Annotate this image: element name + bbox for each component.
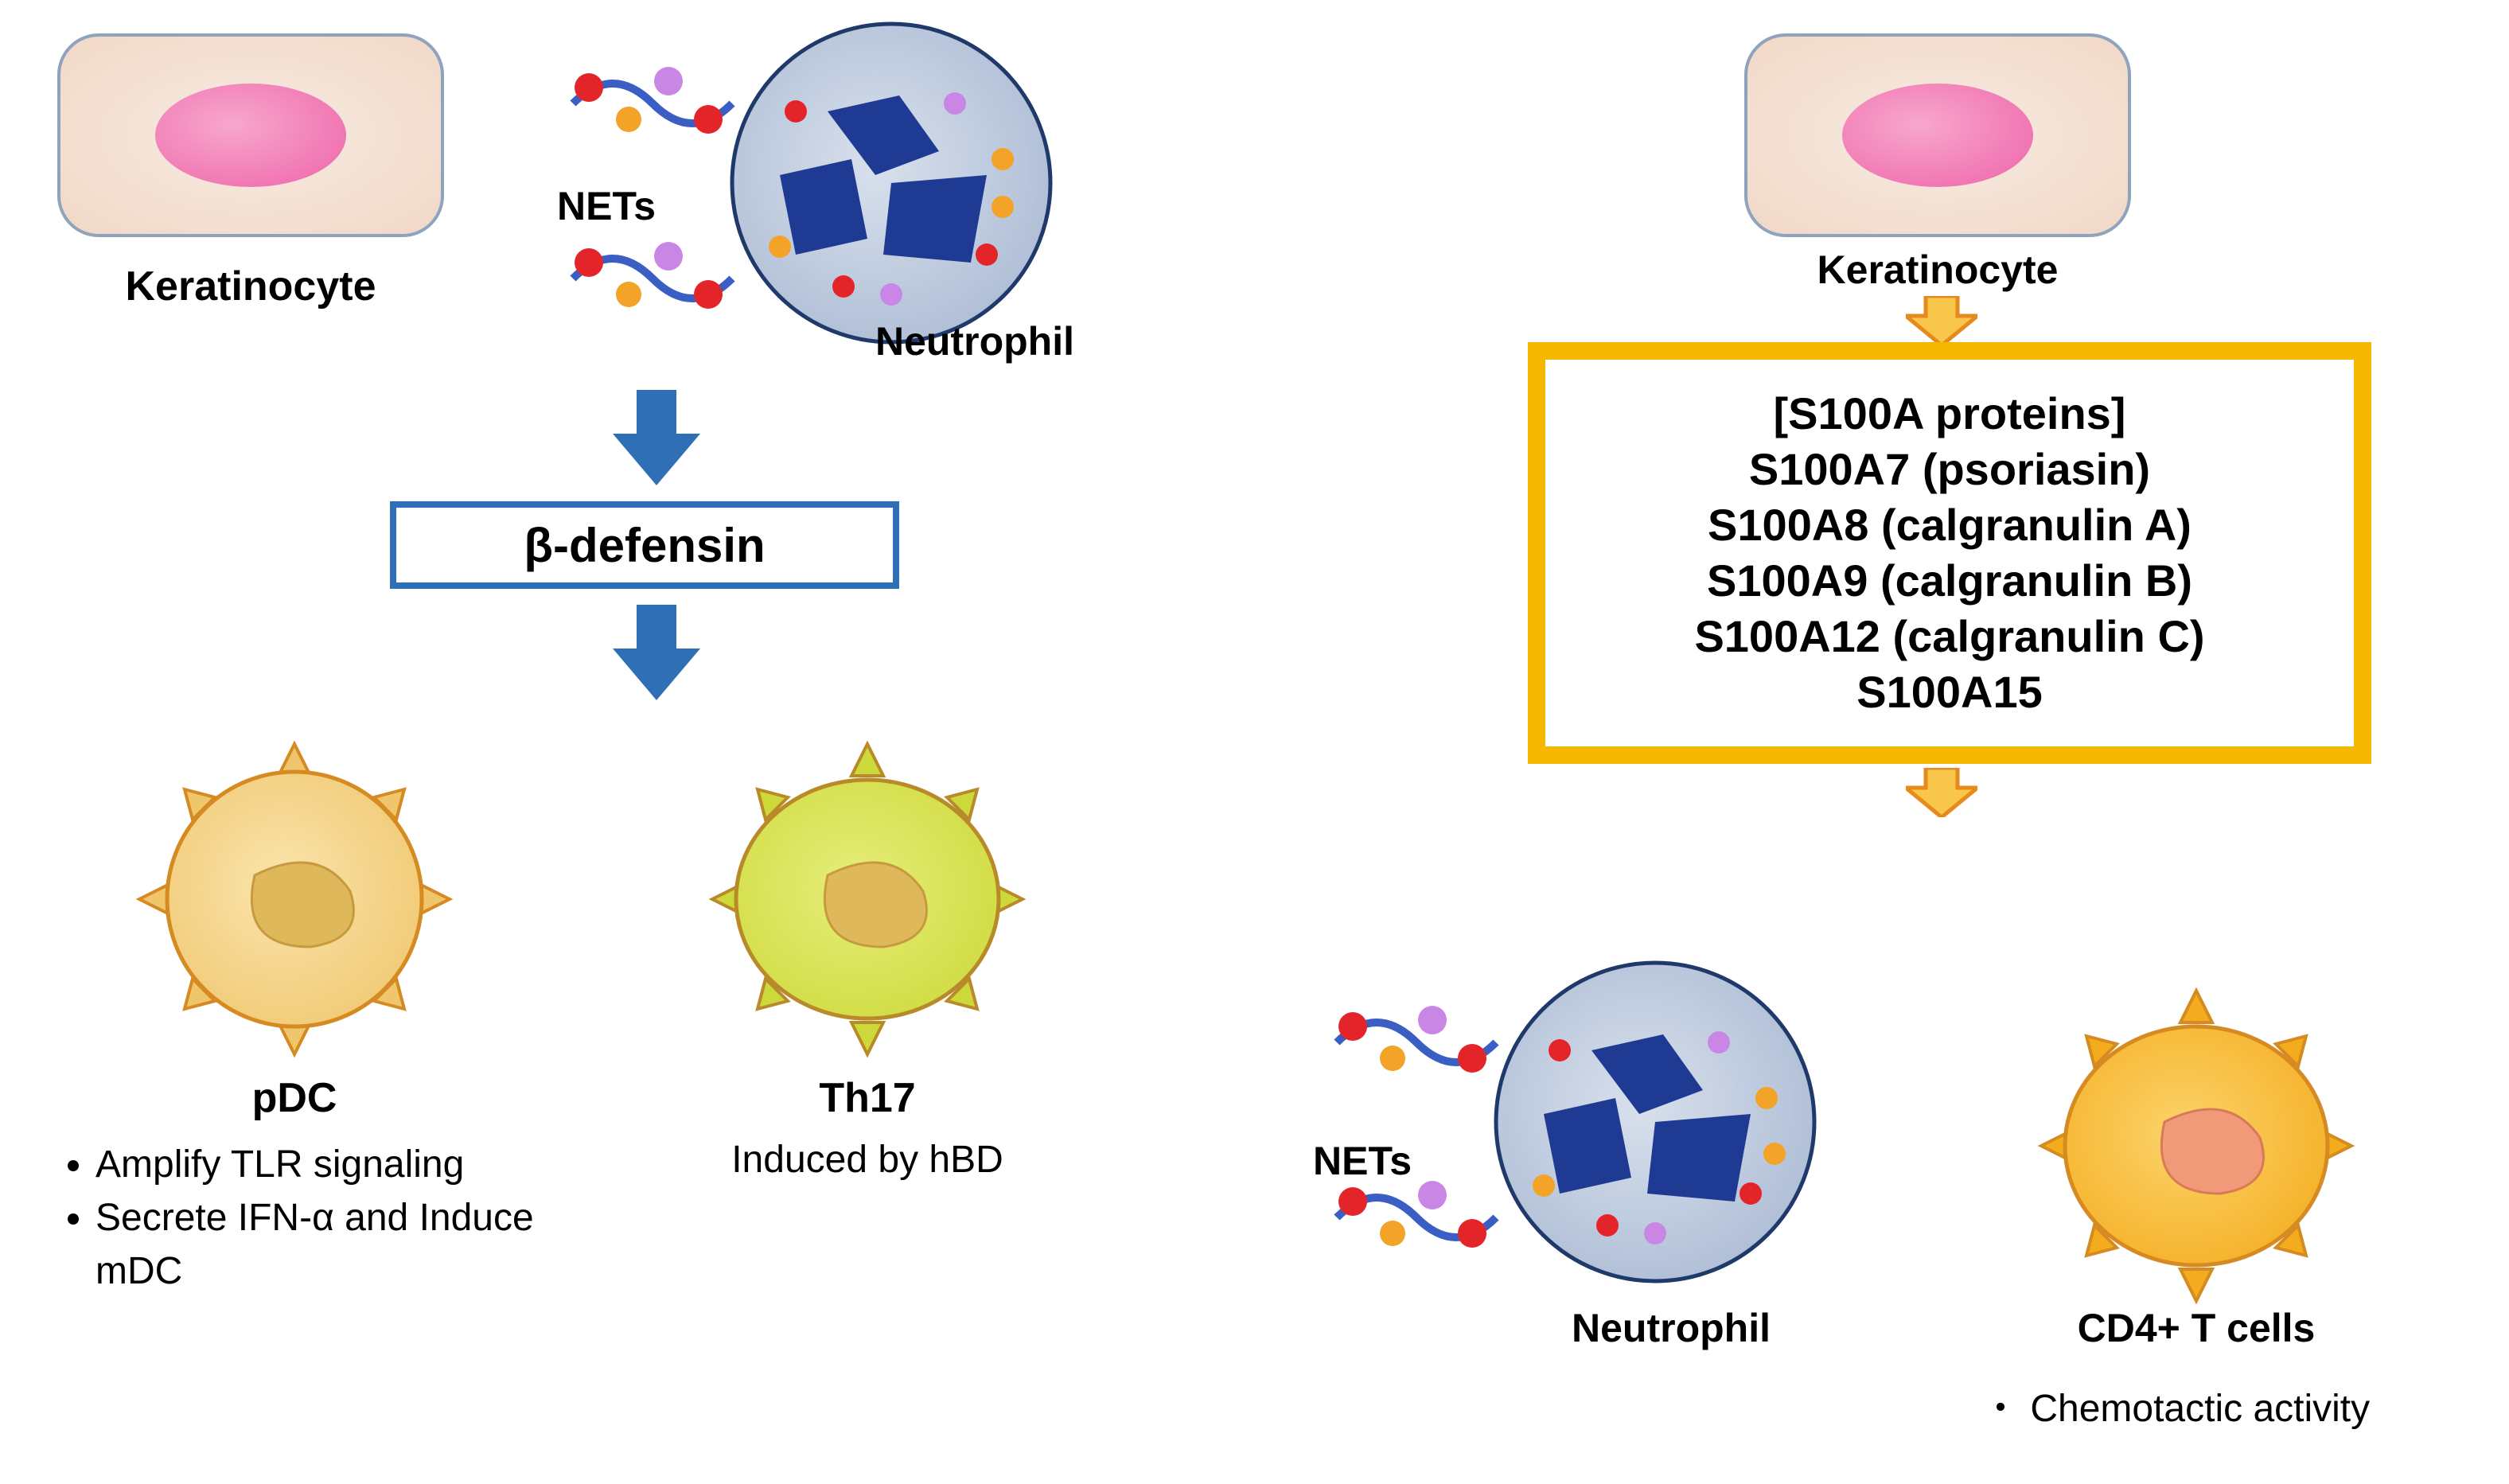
- beta-defensin-box: β-defensin: [390, 501, 899, 589]
- pdc-bullet-1: Amplify TLR signaling: [95, 1138, 565, 1191]
- chemotactic-label: ・ Chemotactic activity: [1981, 1377, 2475, 1432]
- keratinocyte-right-cell: [1743, 32, 2133, 239]
- s100a-item-4: S100A15: [1856, 664, 2043, 720]
- s100a-item-2: S100A9 (calgranulin B): [1707, 553, 2192, 609]
- s100a-item-0: S100A7 (psoriasin): [1749, 442, 2150, 497]
- beta-defensin-text: β-defensin: [524, 518, 765, 573]
- neutrophil-right-label: Neutrophil: [1544, 1305, 1798, 1351]
- pdc-bullets: Amplify TLR signaling Secrete IFN-α and …: [72, 1138, 565, 1299]
- th17-cell: [708, 740, 1027, 1058]
- neutrophil-left-label: Neutrophil: [875, 318, 1114, 364]
- keratinocyte-left-cell: [56, 32, 446, 239]
- neutrophil-right-cell: [1305, 955, 1862, 1305]
- cd4-cell: [2037, 987, 2355, 1305]
- pdc-cell: [135, 740, 454, 1058]
- th17-sub: Induced by hBD: [653, 1138, 1082, 1182]
- s100a-item-1: S100A8 (calgranulin A): [1708, 497, 2191, 553]
- th17-title: Th17: [708, 1074, 1027, 1122]
- keratinocyte-right-label: Keratinocyte: [1743, 247, 2133, 293]
- arrow-orange-down-2: [1906, 768, 1977, 817]
- arrow-blue-down-2: [613, 605, 700, 700]
- pdc-bullet-2: Secrete IFN-α and Induce mDC: [95, 1191, 565, 1298]
- keratinocyte-left-label: Keratinocyte: [56, 263, 446, 310]
- s100a-box: [S100A proteins] S100A7 (psoriasin) S100…: [1528, 342, 2371, 764]
- diagram-canvas: Keratinocyte: [0, 0, 2509, 1484]
- arrow-blue-down-1: [613, 390, 700, 485]
- arrow-orange-down-1: [1906, 296, 1977, 345]
- s100a-header: [S100A proteins]: [1774, 386, 2126, 442]
- pdc-title: pDC: [135, 1074, 454, 1122]
- cd4-label: CD4+ T cells: [2013, 1305, 2379, 1351]
- s100a-item-3: S100A12 (calgranulin C): [1694, 609, 2204, 664]
- nets-left-label: NETs: [557, 183, 684, 229]
- nets-right-label: NETs: [1313, 1138, 1448, 1184]
